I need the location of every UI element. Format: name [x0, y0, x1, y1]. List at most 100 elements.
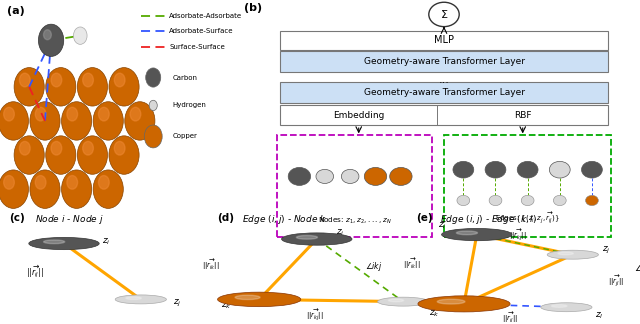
Text: $||\overrightarrow{r_{ij}}||$: $||\overrightarrow{r_{ij}}||$ — [26, 263, 44, 280]
FancyBboxPatch shape — [280, 105, 608, 125]
Text: RBF: RBF — [514, 111, 531, 120]
Circle shape — [489, 195, 502, 206]
Text: $||\overrightarrow{r_{jl}}||$: $||\overrightarrow{r_{jl}}||$ — [608, 273, 625, 289]
Circle shape — [126, 297, 141, 299]
Circle shape — [418, 296, 510, 312]
Text: $||\overrightarrow{r_{ik}}||$: $||\overrightarrow{r_{ik}}||$ — [202, 257, 220, 272]
Text: $z_k$: $z_k$ — [221, 301, 232, 311]
Circle shape — [45, 136, 76, 174]
Circle shape — [35, 176, 46, 189]
Text: $||\overrightarrow{r_{ik}}||$: $||\overrightarrow{r_{ik}}||$ — [403, 256, 421, 271]
Circle shape — [517, 161, 538, 178]
Text: $\angle(ij, kl)$: $\angle(ij, kl)$ — [634, 261, 640, 275]
Text: (e): (e) — [416, 213, 433, 223]
Text: $z_k$: $z_k$ — [429, 309, 440, 319]
Text: Copper: Copper — [173, 133, 198, 139]
Circle shape — [437, 299, 465, 304]
Circle shape — [61, 102, 92, 140]
Circle shape — [453, 161, 474, 178]
FancyBboxPatch shape — [444, 135, 611, 237]
Circle shape — [521, 195, 534, 206]
Circle shape — [115, 295, 166, 304]
Circle shape — [45, 68, 76, 106]
Circle shape — [442, 228, 512, 241]
Circle shape — [14, 136, 44, 174]
Circle shape — [83, 73, 93, 87]
Circle shape — [388, 299, 404, 302]
Circle shape — [130, 107, 141, 121]
Circle shape — [586, 195, 598, 206]
Circle shape — [51, 73, 62, 87]
Text: Edge $(i,j)$ - Edge $(k,l)$: Edge $(i,j)$ - Edge $(k,l)$ — [440, 213, 538, 226]
Text: $||\overrightarrow{r_{kj}}||$: $||\overrightarrow{r_{kj}}||$ — [306, 307, 323, 323]
Circle shape — [14, 68, 44, 106]
Circle shape — [44, 30, 51, 40]
Text: Edge $(i,j)$ - Node $k$: Edge $(i,j)$ - Node $k$ — [242, 213, 327, 226]
Circle shape — [109, 68, 139, 106]
Circle shape — [4, 107, 14, 121]
Text: ...: ... — [438, 75, 449, 85]
Circle shape — [378, 297, 429, 306]
Circle shape — [554, 195, 566, 206]
Text: $z_j$: $z_j$ — [173, 298, 181, 309]
Text: $||\overrightarrow{r_{il}}||$: $||\overrightarrow{r_{il}}||$ — [502, 310, 519, 324]
Circle shape — [19, 141, 30, 155]
Circle shape — [296, 236, 317, 239]
FancyBboxPatch shape — [280, 31, 608, 50]
Text: Nodes: $z_1, z_2, ..., z_N$: Nodes: $z_1, z_2, ..., z_N$ — [318, 216, 392, 226]
Circle shape — [93, 170, 124, 208]
Circle shape — [67, 107, 77, 121]
Circle shape — [429, 2, 460, 27]
Circle shape — [316, 169, 333, 183]
Circle shape — [146, 68, 161, 87]
Text: Geometry-aware Transformer Layer: Geometry-aware Transformer Layer — [364, 57, 525, 66]
Circle shape — [77, 68, 108, 106]
Text: $\Sigma$: $\Sigma$ — [440, 8, 448, 20]
Circle shape — [341, 169, 359, 183]
Circle shape — [218, 292, 301, 307]
Circle shape — [38, 24, 64, 56]
Circle shape — [390, 168, 412, 185]
Circle shape — [0, 102, 28, 140]
Circle shape — [558, 252, 573, 255]
Circle shape — [144, 125, 162, 148]
Text: Adsorbate-Adsorbate: Adsorbate-Adsorbate — [169, 13, 242, 18]
Text: MLP: MLP — [434, 35, 454, 45]
Circle shape — [61, 170, 92, 208]
Circle shape — [67, 176, 77, 189]
Circle shape — [235, 295, 260, 300]
Text: Node $i$ - Node $j$: Node $i$ - Node $j$ — [35, 213, 104, 226]
Text: (b): (b) — [244, 3, 262, 13]
Circle shape — [30, 102, 60, 140]
Circle shape — [288, 168, 310, 185]
Circle shape — [149, 100, 157, 110]
Text: $z_j$: $z_j$ — [602, 245, 610, 256]
Text: $z_l$: $z_l$ — [595, 311, 604, 321]
Circle shape — [125, 102, 155, 140]
Circle shape — [457, 195, 470, 206]
Circle shape — [364, 168, 387, 185]
Circle shape — [115, 141, 125, 155]
Circle shape — [547, 250, 598, 259]
Circle shape — [44, 240, 65, 244]
FancyBboxPatch shape — [277, 135, 433, 237]
Text: Surface-Surface: Surface-Surface — [169, 43, 225, 50]
Circle shape — [109, 136, 139, 174]
Circle shape — [74, 27, 87, 44]
Circle shape — [549, 161, 570, 178]
FancyBboxPatch shape — [280, 82, 608, 103]
Circle shape — [4, 176, 14, 189]
Circle shape — [582, 161, 602, 178]
Text: $||\overrightarrow{r_{kj}}||$: $||\overrightarrow{r_{kj}}||$ — [509, 228, 527, 243]
Text: Edges: $\{(z_i, z_j, \overrightarrow{r_{ij}})\}$: Edges: $\{(z_i, z_j, \overrightarrow{r_{… — [495, 211, 560, 226]
Circle shape — [115, 73, 125, 87]
Text: $z_i$: $z_i$ — [438, 220, 447, 231]
Circle shape — [0, 170, 28, 208]
Circle shape — [19, 73, 30, 87]
Circle shape — [99, 176, 109, 189]
Text: Hydrogen: Hydrogen — [173, 102, 207, 109]
Circle shape — [282, 233, 352, 245]
Text: $z_j$: $z_j$ — [432, 301, 440, 312]
Circle shape — [51, 141, 62, 155]
Text: (a): (a) — [7, 6, 25, 16]
